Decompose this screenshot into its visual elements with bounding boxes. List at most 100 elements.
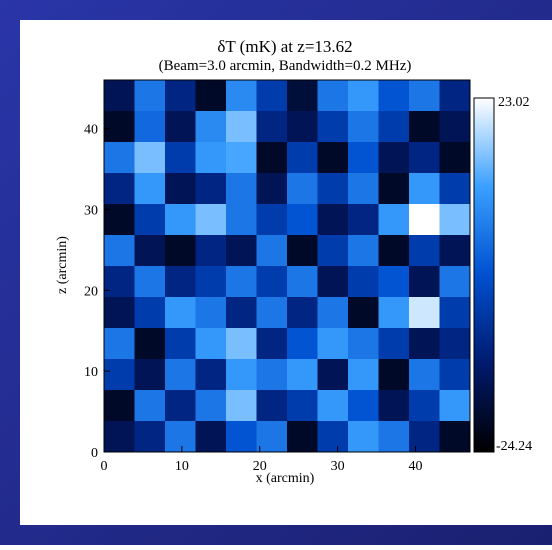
- heat-cell: [104, 359, 135, 391]
- heat-cell: [348, 80, 379, 112]
- heat-cell: [439, 173, 471, 205]
- heat-cell: [317, 390, 349, 422]
- y-tick-label: 30: [84, 203, 98, 218]
- heat-cell: [226, 80, 257, 112]
- heat-cell: [134, 390, 166, 422]
- heat-cell: [195, 328, 227, 360]
- heat-cell: [287, 359, 318, 391]
- heat-cell: [348, 266, 379, 298]
- heat-cell: [165, 204, 196, 236]
- heat-cell: [439, 328, 471, 360]
- heat-cell: [317, 266, 349, 298]
- heat-cell: [195, 111, 227, 143]
- heat-cell: [134, 204, 166, 236]
- heat-cell: [104, 204, 135, 236]
- heat-cell: [195, 390, 227, 422]
- heat-cell: [378, 390, 410, 422]
- heat-cell: [256, 80, 288, 112]
- heat-cell: [317, 111, 349, 143]
- heat-cell: [378, 297, 410, 329]
- heat-cell: [256, 111, 288, 143]
- x-axis-label: x (arcmin): [256, 471, 315, 486]
- heat-cell: [134, 328, 166, 360]
- heat-cell: [409, 142, 440, 174]
- heat-cell: [348, 390, 379, 422]
- heat-cell: [409, 297, 440, 329]
- heat-cell: [165, 266, 196, 298]
- heat-cell: [409, 359, 440, 391]
- heat-cell: [287, 204, 318, 236]
- heat-cell: [348, 142, 379, 174]
- heat-cell: [226, 235, 257, 267]
- heat-cell: [195, 235, 227, 267]
- heat-cell: [439, 421, 471, 453]
- heat-cell: [317, 80, 349, 112]
- heat-cell: [226, 173, 257, 205]
- heat-cell: [348, 328, 379, 360]
- heat-cell: [287, 390, 318, 422]
- heat-cell: [134, 359, 166, 391]
- heat-cell: [348, 359, 379, 391]
- heat-cell: [195, 142, 227, 174]
- heat-cell: [165, 359, 196, 391]
- heat-cell: [226, 359, 257, 391]
- colorbar-max-label: 23.02: [498, 95, 530, 110]
- heat-cell: [317, 142, 349, 174]
- heat-cell: [287, 142, 318, 174]
- heat-cell: [378, 80, 410, 112]
- heat-cell: [134, 173, 166, 205]
- heat-cell: [134, 80, 166, 112]
- heat-cell: [195, 297, 227, 329]
- heat-cell: [195, 421, 227, 453]
- heat-cell: [226, 142, 257, 174]
- heat-cell: [287, 173, 318, 205]
- y-tick-label: 0: [91, 446, 98, 461]
- heat-cell: [134, 111, 166, 143]
- x-tick-label: 10: [175, 459, 189, 474]
- heat-cell: [165, 235, 196, 267]
- heat-cell: [165, 328, 196, 360]
- heat-cell: [409, 266, 440, 298]
- heat-cell: [378, 204, 410, 236]
- heat-cell: [256, 173, 288, 205]
- heat-cell: [287, 80, 318, 112]
- heat-cell: [256, 266, 288, 298]
- heat-cell: [226, 266, 257, 298]
- y-tick-label: 10: [84, 365, 98, 380]
- plot-frame: [103, 79, 471, 453]
- heat-cell: [378, 266, 410, 298]
- heat-cell: [104, 328, 135, 360]
- heat-cell: [256, 142, 288, 174]
- heat-cell: [409, 173, 440, 205]
- heat-cell: [439, 80, 471, 112]
- heat-cell: [195, 204, 227, 236]
- heat-cell: [226, 111, 257, 143]
- heat-cell: [348, 204, 379, 236]
- heat-cell: [317, 297, 349, 329]
- heat-cell: [378, 359, 410, 391]
- heat-cell: [409, 111, 440, 143]
- heat-cell: [256, 421, 288, 453]
- heat-cell: [104, 297, 135, 329]
- heat-cell: [104, 266, 135, 298]
- heat-cell: [287, 328, 318, 360]
- heat-cell: [409, 204, 440, 236]
- heat-cell: [195, 80, 227, 112]
- heat-cell: [104, 421, 135, 453]
- x-tick-label: 40: [408, 459, 422, 474]
- heat-cell: [317, 421, 349, 453]
- heat-cell: [165, 390, 196, 422]
- heat-cell: [287, 421, 318, 453]
- heat-cell: [287, 297, 318, 329]
- heat-cell: [348, 421, 379, 453]
- heat-cell: [104, 80, 135, 112]
- chart-title: δT (mK) at z=13.62: [217, 37, 352, 56]
- heat-cell: [439, 204, 471, 236]
- heat-cell: [378, 111, 410, 143]
- heat-cell: [378, 173, 410, 205]
- heat-cell: [378, 235, 410, 267]
- heat-cell: [165, 297, 196, 329]
- heat-cell: [439, 359, 471, 391]
- heat-cell: [348, 235, 379, 267]
